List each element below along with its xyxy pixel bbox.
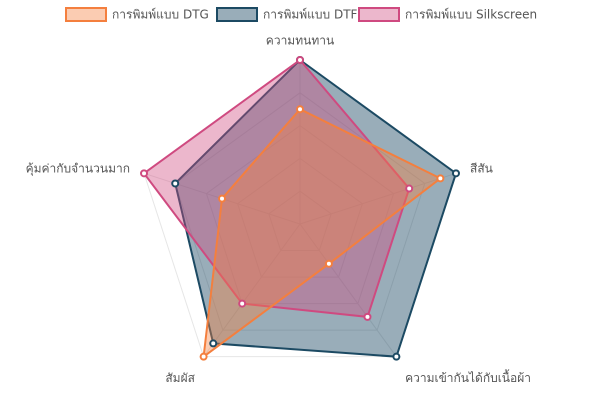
data-point [296,56,304,64]
data-point [405,184,414,193]
axis-label: คุ้มค่ากับจำนวนมาก [26,161,130,176]
grid-ring [174,92,426,331]
axis-label: ความเข้ากันได้กับเนื้อผ้า [405,369,531,385]
legend-swatch [65,7,107,22]
axis-label: สีสัน [470,161,493,175]
data-point [363,312,372,321]
spoke [203,223,301,357]
spoke [299,172,457,225]
data-point [199,352,208,361]
data-point [171,179,180,188]
axis-label: สัมผัส [165,371,195,385]
grid-ring [205,124,395,305]
legend-swatch [358,7,400,22]
legend-label: การพิมพ์แบบ DTF [263,8,358,22]
axis-label: ความทนทาน [266,34,334,48]
data-point [451,169,460,178]
series-area [174,58,458,358]
legend-label: การพิมพ์แบบ DTG [112,8,209,22]
legend-swatch [216,7,258,22]
grid-ring [268,190,332,252]
data-point [392,352,401,361]
data-point [324,259,333,268]
data-point [218,194,227,203]
series-area [202,107,443,359]
spoke [299,223,397,357]
data-point [140,169,149,178]
data-point [209,339,218,348]
data-point [436,174,445,183]
data-point [296,105,304,114]
data-point [238,299,247,308]
legend-label: การพิมพ์แบบ Silkscreen [405,8,537,22]
grid-ring [237,157,363,278]
